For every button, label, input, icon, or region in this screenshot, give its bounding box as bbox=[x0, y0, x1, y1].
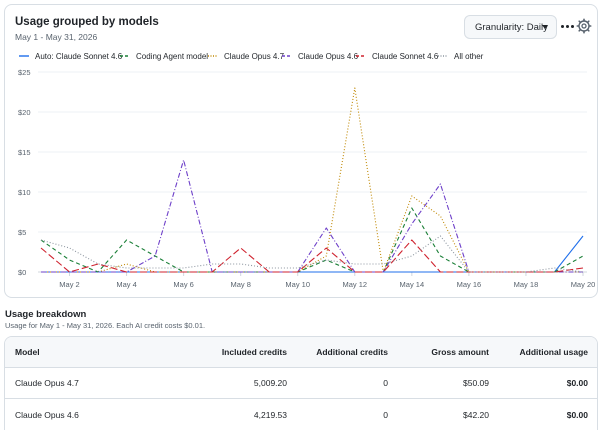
y-tick-label: $20 bbox=[18, 108, 31, 117]
legend-swatch bbox=[208, 55, 218, 57]
gross-amount-cell: $42.20 bbox=[463, 410, 489, 420]
legend-label: Auto: Claude Sonnet 4.6 bbox=[35, 51, 123, 61]
column-header-model: Model bbox=[15, 347, 40, 357]
breakdown-subtitle: Usage for May 1 - May 31, 2026. Each AI … bbox=[5, 321, 206, 330]
legend-item: Coding Agent model bbox=[120, 50, 208, 62]
table-row: Claude Opus 4.7 5,009.20 0 $50.09 $0.00 bbox=[5, 368, 597, 399]
legend-item: All other bbox=[438, 50, 483, 62]
column-header-usage: Additional usage bbox=[519, 347, 588, 357]
y-tick-label: $15 bbox=[18, 148, 31, 157]
table-header-row: Model Included credits Additional credit… bbox=[5, 337, 597, 368]
series-line-4 bbox=[41, 159, 583, 273]
x-tick-label: May 6 bbox=[173, 280, 193, 289]
kebab-horizontal-icon[interactable] bbox=[559, 18, 575, 34]
x-tick-label: May 2 bbox=[59, 280, 79, 289]
legend-label: Claude Sonnet 4.6 bbox=[372, 51, 439, 61]
legend-swatch bbox=[438, 55, 448, 57]
legend-swatch bbox=[120, 55, 130, 57]
additional-credits-cell: 0 bbox=[383, 378, 388, 388]
usage-chart-card: Usage grouped by models May 1 - May 31, … bbox=[4, 4, 598, 298]
x-tick-label: May 12 bbox=[342, 280, 367, 289]
legend-label: Claude Opus 4.6 bbox=[298, 51, 359, 61]
column-header-additional: Additional credits bbox=[316, 347, 388, 357]
legend-item: Claude Opus 4.7 bbox=[208, 50, 284, 62]
x-tick-label: May 4 bbox=[116, 280, 136, 289]
y-tick-label: $10 bbox=[18, 188, 31, 197]
legend-swatch bbox=[19, 55, 29, 57]
model-cell: Claude Opus 4.7 bbox=[15, 378, 79, 388]
additional-usage-cell: $0.00 bbox=[566, 410, 588, 420]
included-credits-cell: 5,009.20 bbox=[253, 378, 287, 388]
legend-swatch bbox=[356, 55, 366, 57]
date-range: May 1 - May 31, 2026 bbox=[15, 32, 98, 42]
x-tick-label: May 8 bbox=[230, 280, 250, 289]
chevron-down-icon bbox=[542, 25, 548, 29]
y-tick-label: $5 bbox=[18, 228, 26, 237]
series-line-6 bbox=[40, 235, 584, 273]
y-tick-label: $25 bbox=[18, 68, 31, 77]
column-header-included: Included credits bbox=[221, 347, 287, 357]
included-credits-cell: 4,219.53 bbox=[253, 410, 287, 420]
x-tick-label: May 14 bbox=[400, 280, 425, 289]
legend-item: Claude Sonnet 4.6 bbox=[356, 50, 438, 62]
chart-legend: Auto: Claude Sonnet 4.6 Coding Agent mode… bbox=[19, 50, 595, 64]
card-title: Usage grouped by models bbox=[15, 16, 159, 28]
legend-label: Claude Opus 4.7 bbox=[224, 51, 285, 61]
series-line-5 bbox=[40, 239, 584, 273]
granularity-dropdown[interactable]: Granularity: Daily bbox=[464, 15, 557, 39]
table-row: Claude Opus 4.6 4,219.53 0 $42.20 $0.00 bbox=[5, 399, 597, 430]
legend-item: Auto: Claude Sonnet 4.6 bbox=[19, 50, 122, 62]
additional-credits-cell: 0 bbox=[383, 410, 388, 420]
breakdown-table: Model Included credits Additional credit… bbox=[4, 336, 598, 430]
legend-swatch bbox=[282, 55, 292, 57]
granularity-label: Granularity: Daily bbox=[475, 21, 548, 33]
gross-amount-cell: $50.09 bbox=[463, 378, 489, 388]
x-tick-label: May 10 bbox=[285, 280, 310, 289]
series-line-1 bbox=[41, 235, 584, 273]
y-tick-label: $0 bbox=[18, 268, 26, 277]
legend-item: Claude Opus 4.6 bbox=[282, 50, 358, 62]
usage-line-chart: $0 $5 $10 $15 $20 $25 May 2 May 4 May 6 May 8 May … bbox=[18, 68, 596, 289]
column-header-gross: Gross amount bbox=[431, 347, 489, 357]
model-cell: Claude Opus 4.6 bbox=[15, 410, 79, 420]
gear-icon[interactable] bbox=[576, 18, 592, 34]
legend-label: All other bbox=[454, 51, 484, 61]
additional-usage-cell: $0.00 bbox=[566, 378, 588, 388]
legend-label: Coding Agent model bbox=[136, 51, 209, 61]
x-tick-label: May 16 bbox=[457, 280, 482, 289]
series-line-3 bbox=[41, 87, 583, 273]
x-tick-label: May 18 bbox=[514, 280, 539, 289]
breakdown-title: Usage breakdown bbox=[5, 309, 87, 320]
series-line-2 bbox=[40, 207, 584, 273]
x-tick-label: May 20 bbox=[571, 280, 596, 289]
